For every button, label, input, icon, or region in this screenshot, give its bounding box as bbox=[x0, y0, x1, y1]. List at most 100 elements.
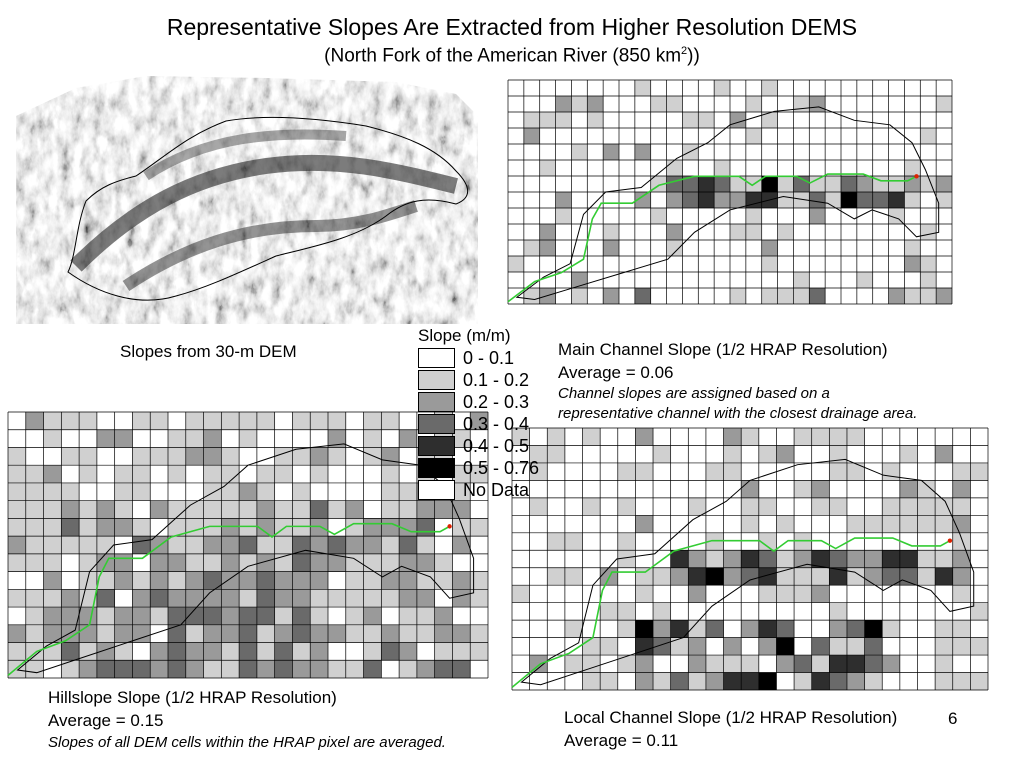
channel-line bbox=[507, 173, 917, 303]
slope-cell bbox=[363, 624, 382, 643]
slope-cell bbox=[150, 571, 168, 590]
slope-cell bbox=[829, 602, 847, 621]
slope-cell bbox=[758, 532, 777, 551]
slope-cell bbox=[714, 160, 730, 176]
slope-cell bbox=[856, 192, 873, 208]
slope-cell bbox=[571, 288, 588, 304]
slope-cell bbox=[132, 536, 151, 554]
slope-cell bbox=[670, 567, 689, 586]
slope-cell bbox=[776, 620, 795, 638]
slope-cell bbox=[777, 176, 794, 192]
dem-slope-image bbox=[16, 76, 478, 324]
slope-cell bbox=[512, 585, 530, 603]
slope-cell bbox=[705, 550, 724, 568]
slope-cell bbox=[793, 272, 810, 288]
slope-cell bbox=[698, 192, 715, 208]
slope-cell bbox=[381, 500, 400, 519]
slope-cell bbox=[114, 642, 133, 661]
slope-cell bbox=[794, 550, 812, 568]
slope-cell bbox=[399, 536, 417, 554]
slope-cell bbox=[555, 112, 572, 128]
slope-cell bbox=[239, 642, 257, 661]
watershed-outline bbox=[520, 458, 975, 686]
slope-cell bbox=[523, 112, 540, 128]
slope-cell bbox=[741, 620, 759, 638]
slope-cell bbox=[381, 553, 400, 572]
slope-cell bbox=[416, 660, 435, 678]
slope-cell bbox=[666, 224, 683, 240]
slope-cell bbox=[452, 624, 471, 643]
grid-lines bbox=[7, 411, 489, 679]
slope-cell bbox=[698, 112, 715, 128]
slope-cell bbox=[274, 447, 293, 466]
slope-cell bbox=[758, 637, 777, 656]
slope-cell bbox=[203, 482, 222, 501]
slope-cell bbox=[935, 550, 953, 568]
slope-cell bbox=[399, 482, 417, 501]
slope-cell bbox=[846, 620, 865, 638]
slope-cell bbox=[888, 176, 905, 192]
slope-cell bbox=[221, 589, 240, 608]
slope-cell bbox=[970, 462, 988, 481]
slope-cell bbox=[221, 553, 240, 572]
slope-cell bbox=[239, 589, 257, 608]
slope-cell bbox=[811, 567, 830, 586]
slope-cell bbox=[43, 412, 62, 430]
slope-cell bbox=[523, 288, 540, 304]
slope-cell bbox=[688, 620, 706, 638]
slope-cell bbox=[132, 660, 151, 678]
slope-cell bbox=[399, 589, 417, 608]
slope-cell bbox=[882, 497, 900, 516]
slope-cell bbox=[846, 567, 865, 586]
slope-cell bbox=[8, 482, 26, 501]
slope-cell bbox=[345, 607, 364, 625]
slope-cell bbox=[730, 176, 746, 192]
slope-cell bbox=[168, 518, 186, 537]
slope-cell bbox=[899, 550, 918, 568]
slope-cell bbox=[539, 160, 556, 176]
slope-cell bbox=[758, 585, 777, 603]
slope-cell bbox=[399, 660, 417, 678]
slope-cell bbox=[776, 550, 795, 568]
slope-cell bbox=[617, 602, 636, 621]
slope-cell bbox=[345, 571, 364, 590]
slope-cell bbox=[310, 465, 328, 483]
legend-item: 0.1 - 0.2 bbox=[418, 369, 558, 391]
grid-lines bbox=[507, 79, 953, 305]
slope-cells bbox=[508, 80, 952, 304]
slope-cell bbox=[723, 550, 742, 568]
slope-cell bbox=[952, 497, 971, 516]
slope-cell bbox=[714, 80, 730, 96]
slope-cell bbox=[793, 192, 810, 208]
slope-cell bbox=[203, 624, 222, 643]
slope-cell bbox=[185, 642, 204, 661]
slope-cell bbox=[150, 553, 168, 572]
slope-cell bbox=[917, 550, 936, 568]
slope-cell bbox=[61, 642, 80, 661]
slope-cell bbox=[96, 642, 115, 661]
slope-cell bbox=[132, 465, 151, 483]
legend-swatch bbox=[418, 392, 455, 412]
slope-cell bbox=[363, 589, 382, 608]
slope-cell bbox=[239, 500, 257, 519]
slope-cell bbox=[363, 553, 382, 572]
slope-cell bbox=[25, 482, 44, 501]
slope-cell bbox=[8, 465, 26, 483]
slope-cell bbox=[794, 585, 812, 603]
channel-line bbox=[511, 537, 951, 688]
slope-cell bbox=[776, 445, 795, 463]
slope-cell bbox=[8, 500, 26, 519]
slope-cell bbox=[635, 515, 654, 533]
slope-cell bbox=[811, 428, 830, 446]
slope-cell bbox=[79, 518, 97, 537]
slope-cell bbox=[864, 515, 883, 533]
slope-cell bbox=[920, 272, 937, 288]
slope-cell bbox=[310, 624, 328, 643]
slope-cell bbox=[416, 624, 435, 643]
slope-cell bbox=[203, 571, 222, 590]
slope-cell bbox=[564, 620, 583, 638]
slope-cell bbox=[168, 624, 186, 643]
slope-cell bbox=[761, 288, 778, 304]
slope-cell bbox=[723, 637, 742, 656]
grid-lines bbox=[511, 427, 989, 691]
